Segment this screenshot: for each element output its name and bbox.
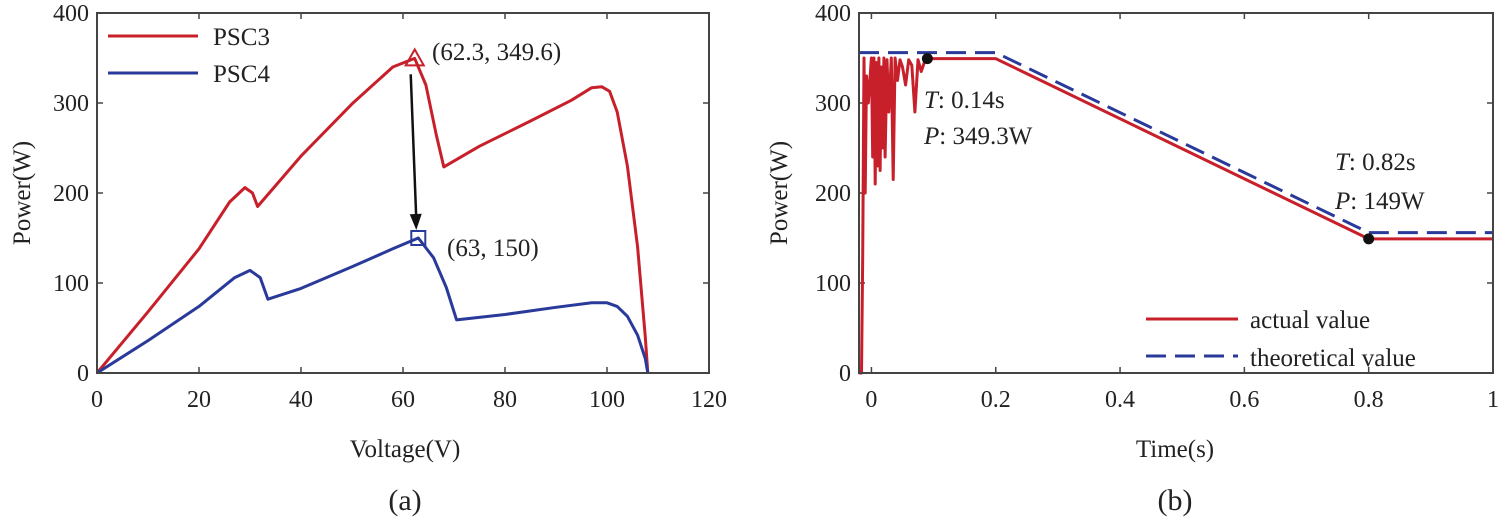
annotation-psc4-peak: (63, 150) xyxy=(447,235,539,262)
annotation-p2-value: 149W xyxy=(1363,188,1425,215)
chart-a-ylabel: Power(W) xyxy=(9,141,36,245)
series-line-psc3 xyxy=(95,56,650,374)
arrow-head xyxy=(409,213,422,230)
annotation-t2-value: 0.82s xyxy=(1362,149,1415,176)
b-ytick-label: 100 xyxy=(815,271,851,297)
chart-b-annotation-2: T: 0.82s P: 149W xyxy=(1334,149,1425,215)
a-xtick-label: 80 xyxy=(493,387,517,413)
chart-b-points xyxy=(921,53,1375,245)
legend-label-actual: actual value xyxy=(1250,307,1370,334)
b-ytick-label: 0 xyxy=(839,361,851,387)
a-ytick-label: 200 xyxy=(53,181,89,207)
a-xtick-label: 0 xyxy=(91,387,103,413)
annotation-p1-symbol: P xyxy=(923,123,939,150)
a-xtick-label: 100 xyxy=(589,387,625,413)
legend-label-psc3: PSC3 xyxy=(213,24,270,51)
marker-psc3-peak xyxy=(404,47,426,67)
a-ytick-label: 300 xyxy=(53,91,89,117)
annotation-psc3-peak: (62.3, 349.6) xyxy=(432,39,561,66)
annotation-t2-sep: : xyxy=(1349,149,1362,176)
chart-a-legend: PSC3 PSC4 xyxy=(108,24,270,88)
b-xtick-label: 0.4 xyxy=(1105,387,1135,413)
annotation-t1-symbol: T xyxy=(924,87,940,114)
legend-label-theoretical: theoretical value xyxy=(1250,345,1416,372)
chart-a-axes-frame xyxy=(96,12,710,374)
annotation-p2: P: 149W xyxy=(1334,188,1425,215)
a-xtick-label: 120 xyxy=(691,387,727,413)
chart-b-axes-frame xyxy=(858,12,1494,374)
b-ytick-label: 200 xyxy=(815,181,851,207)
annotation-p2-symbol: P xyxy=(1334,188,1350,215)
annotation-p1-value: 349.3W xyxy=(952,123,1032,150)
series-line-actual-value xyxy=(859,56,1493,375)
a-xtick-label: 60 xyxy=(391,387,415,413)
a-ytick-label: 400 xyxy=(53,1,89,27)
arrow-shaft xyxy=(409,74,418,221)
chart-a: 0 20 40 60 80 100 120 0 100 200 300 400 PSC3 PSC4 (… xyxy=(9,1,727,517)
b-xtick-label: 0.2 xyxy=(981,387,1011,413)
annotation-p1-sep: : xyxy=(939,123,952,150)
annotation-p2-sep: : xyxy=(1350,188,1363,215)
chart-b-series xyxy=(859,51,1493,375)
annotation-t1: T: 0.14s xyxy=(924,87,1005,114)
chart-a-series xyxy=(95,56,650,375)
b-xtick-label: 0.8 xyxy=(1354,387,1384,413)
chart-a-xlabel: Voltage(V) xyxy=(350,436,461,463)
a-ytick-label: 0 xyxy=(77,361,89,387)
data-point-2 xyxy=(1363,233,1375,245)
chart-b-ylabel: Power(W) xyxy=(766,141,793,245)
chart-b-annotation-1: T: 0.14s P: 349.3W xyxy=(923,87,1033,150)
annotation-p1: P: 349.3W xyxy=(923,123,1033,150)
data-point-1 xyxy=(921,53,933,65)
b-xtick-label: 0 xyxy=(865,387,877,413)
b-xtick-label: 0.6 xyxy=(1229,387,1259,413)
a-xtick-label: 40 xyxy=(289,387,313,413)
chart-b-xlabel: Time(s) xyxy=(1136,436,1214,463)
b-ytick-label: 300 xyxy=(815,91,851,117)
chart-a-markers xyxy=(404,47,427,246)
a-ytick-label: 100 xyxy=(53,271,89,297)
series-line-theoretical-value xyxy=(859,51,1493,235)
chart-b: 0 0.2 0.4 0.6 0.8 1 0 100 200 300 400 T: 0.14s P: … xyxy=(766,1,1499,517)
legend-label-psc4: PSC4 xyxy=(213,61,270,88)
panel-label-a: (a) xyxy=(388,484,421,517)
annotation-t1-sep: : xyxy=(938,87,951,114)
chart-b-legend: actual value theoretical value xyxy=(1146,307,1416,372)
panel-label-b: (b) xyxy=(1158,484,1193,517)
chart-a-ticks: 0 20 40 60 80 100 120 0 100 200 300 400 xyxy=(53,1,727,413)
annotation-t2: T: 0.82s xyxy=(1335,149,1416,176)
annotation-t2-symbol: T xyxy=(1335,149,1351,176)
annotation-t1-value: 0.14s xyxy=(951,87,1004,114)
a-xtick-label: 20 xyxy=(187,387,211,413)
b-ytick-label: 400 xyxy=(815,1,851,27)
series-line-psc4 xyxy=(96,236,650,375)
chart-b-ticks: 0 0.2 0.4 0.6 0.8 1 0 100 200 300 400 xyxy=(815,1,1499,413)
b-xtick-label: 1 xyxy=(1487,387,1499,413)
marker-psc4-peak xyxy=(410,230,427,246)
